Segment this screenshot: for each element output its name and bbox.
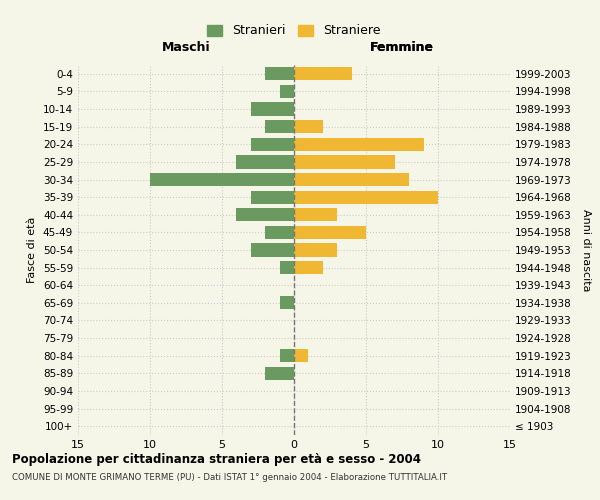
Bar <box>280 296 294 310</box>
Bar <box>294 226 366 239</box>
Y-axis label: Anni di nascita: Anni di nascita <box>581 209 591 291</box>
Bar <box>294 349 308 362</box>
Bar <box>265 120 294 134</box>
Bar <box>251 244 294 256</box>
Y-axis label: Fasce di età: Fasce di età <box>28 217 37 283</box>
Text: Maschi: Maschi <box>161 41 211 54</box>
Bar <box>294 244 337 256</box>
Bar <box>294 190 438 204</box>
Bar <box>294 120 323 134</box>
Text: COMUNE DI MONTE GRIMANO TERME (PU) - Dati ISTAT 1° gennaio 2004 - Elaborazione T: COMUNE DI MONTE GRIMANO TERME (PU) - Dat… <box>12 472 447 482</box>
Bar <box>265 226 294 239</box>
Bar <box>280 261 294 274</box>
Bar <box>294 156 395 168</box>
Bar <box>236 156 294 168</box>
Legend: Stranieri, Straniere: Stranieri, Straniere <box>202 20 386 42</box>
Bar <box>280 349 294 362</box>
Text: Femmine: Femmine <box>370 41 434 54</box>
Bar <box>294 208 337 222</box>
Bar <box>150 173 294 186</box>
Bar <box>294 138 424 151</box>
Bar <box>251 138 294 151</box>
Bar <box>280 85 294 98</box>
Bar <box>294 173 409 186</box>
Bar <box>251 190 294 204</box>
Bar <box>236 208 294 222</box>
Bar <box>251 102 294 116</box>
Text: Femmine: Femmine <box>370 41 434 54</box>
Bar <box>294 261 323 274</box>
Bar <box>265 67 294 80</box>
Bar <box>265 366 294 380</box>
Text: Popolazione per cittadinanza straniera per età e sesso - 2004: Popolazione per cittadinanza straniera p… <box>12 452 421 466</box>
Bar <box>294 67 352 80</box>
